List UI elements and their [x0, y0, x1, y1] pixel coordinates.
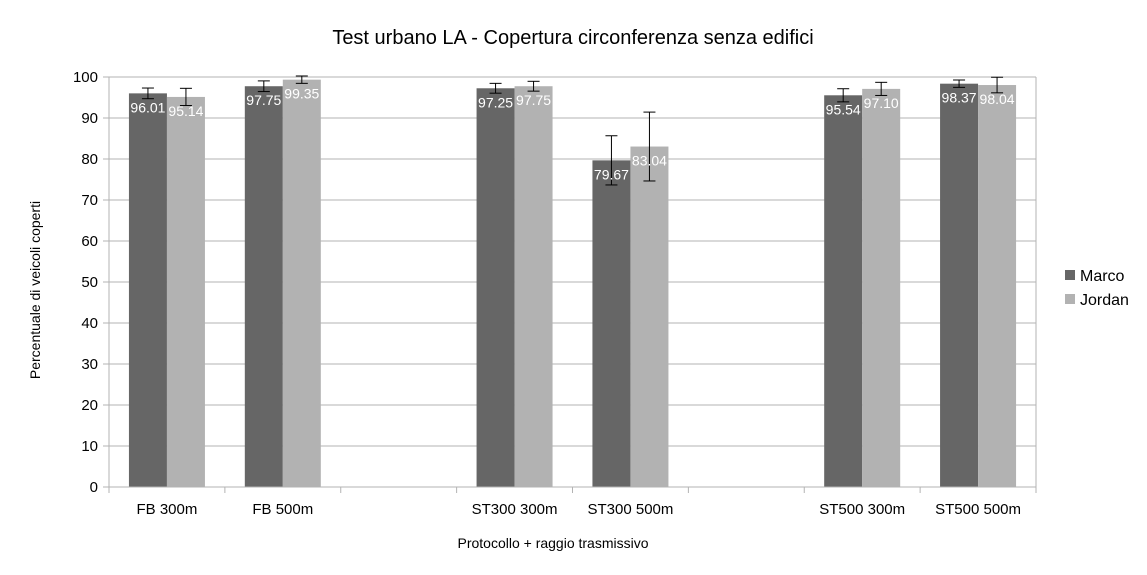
- data-label: 83.04: [632, 153, 667, 169]
- y-tick-label: 50: [81, 274, 98, 291]
- data-label: 79.67: [594, 166, 629, 182]
- bar: [862, 88, 901, 487]
- bar: [940, 83, 979, 488]
- x-tick-label: ST500 300m: [819, 501, 905, 518]
- legend: Marco Jordan: [1065, 268, 1129, 309]
- data-label: 97.75: [246, 92, 281, 108]
- x-axis-label: Protocollo + raggio trasmissivo: [457, 535, 648, 551]
- x-tick-label: ST300 500m: [587, 501, 673, 518]
- y-tick-label: 70: [81, 192, 98, 209]
- y-tick-label: 0: [90, 479, 98, 496]
- y-tick-label: 40: [81, 315, 98, 332]
- x-tick-labels: FB 300m FB 500m ST300 300m ST300 500m ST500 …: [137, 501, 1022, 518]
- y-axis-label: Percentuale di veicoli coperti: [27, 201, 43, 379]
- x-tick-label: FB 300m: [137, 501, 198, 518]
- bars: [128, 79, 1017, 488]
- data-label: 95.14: [168, 103, 203, 119]
- data-label: 96.01: [130, 99, 165, 115]
- y-tick-label: 100: [73, 69, 98, 86]
- data-label: 98.04: [980, 91, 1015, 107]
- bar: [592, 160, 631, 487]
- data-label: 95.54: [826, 101, 861, 117]
- bar: [978, 85, 1017, 487]
- data-label: 99.35: [284, 86, 319, 102]
- data-label: 97.25: [478, 94, 513, 110]
- legend-swatch: [1065, 294, 1075, 304]
- chart-title: Test urbano LA - Copertura circonferenza…: [332, 27, 813, 49]
- x-tick-label: ST300 300m: [472, 501, 558, 518]
- legend-swatch: [1065, 270, 1075, 280]
- bar: [166, 96, 205, 488]
- data-label: 97.10: [864, 95, 899, 111]
- y-tick-label: 60: [81, 233, 98, 250]
- data-labels: 96.01 97.75 97.2579.6795.5498.3795.1499.35…: [130, 86, 1014, 183]
- y-tick-label: 20: [81, 397, 98, 414]
- x-tick-label: ST500 500m: [935, 501, 1021, 518]
- x-tick-label: FB 500m: [252, 501, 313, 518]
- data-label: 98.37: [942, 90, 977, 106]
- y-tick-labels: 0 10 20 30 40 50 60 70 80 90 100: [73, 69, 98, 496]
- legend-label: Marco: [1080, 268, 1125, 285]
- error-bars: [141, 75, 1004, 186]
- data-label: 97.75: [516, 92, 551, 108]
- bar: [630, 146, 669, 487]
- bar: [244, 86, 283, 487]
- bar: [128, 93, 167, 487]
- bar: [824, 95, 863, 487]
- y-tick-label: 10: [81, 438, 98, 455]
- y-tick-label: 80: [81, 151, 98, 168]
- bar: [514, 86, 553, 487]
- bar: [476, 88, 515, 488]
- legend-label: Jordan: [1080, 292, 1129, 309]
- bar: [282, 79, 321, 487]
- y-tick-label: 90: [81, 110, 98, 127]
- y-tick-label: 30: [81, 356, 98, 373]
- axes: [103, 76, 1037, 493]
